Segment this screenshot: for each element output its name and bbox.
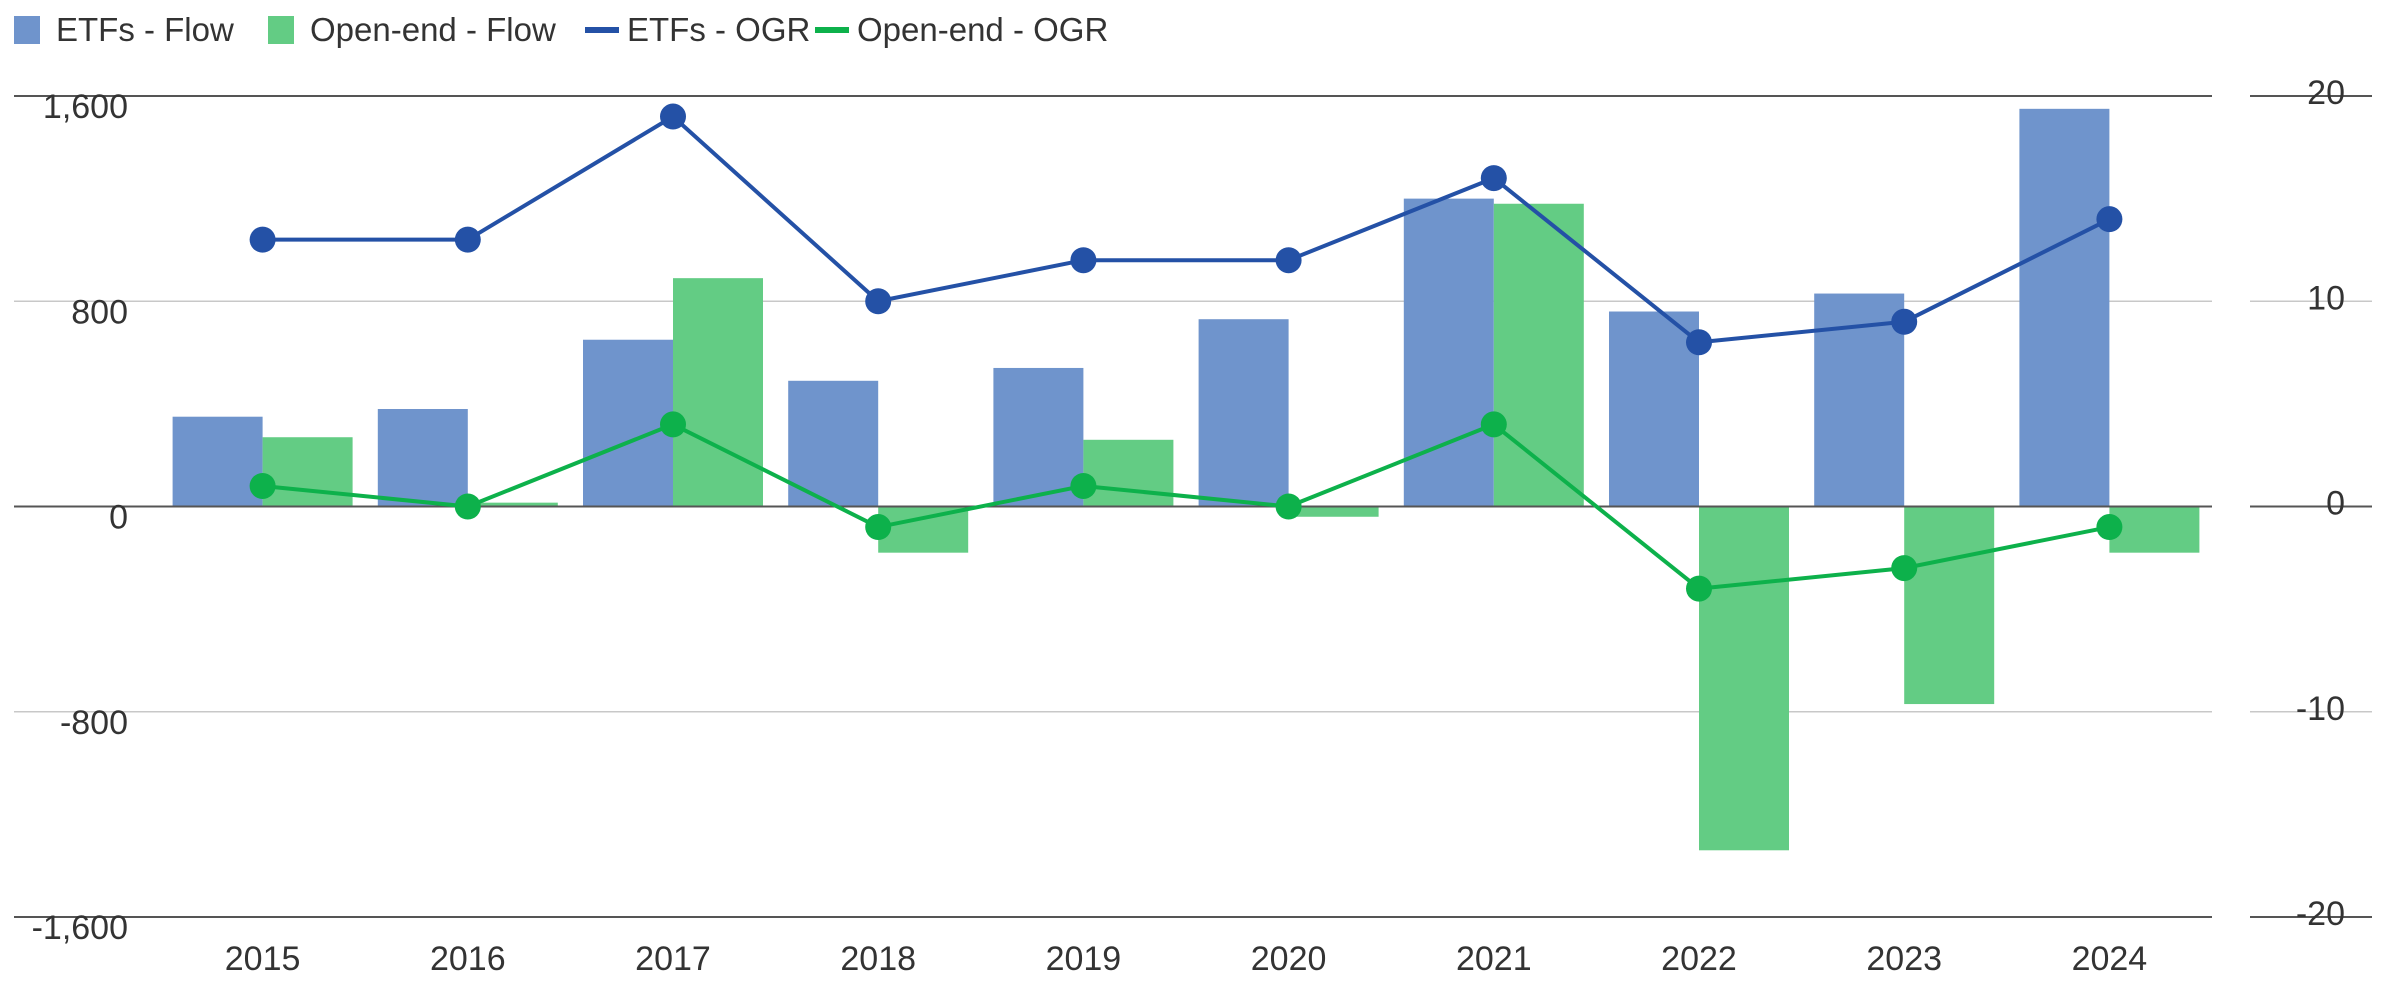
right-tick-label: 10 xyxy=(2307,279,2345,317)
bar-open-end-flow-2017 xyxy=(673,278,763,507)
right-tick-label: 20 xyxy=(2307,74,2345,112)
point-open-end-ogr-2022 xyxy=(1686,575,1712,602)
lines xyxy=(249,103,2123,602)
left-tick-label: -1,600 xyxy=(32,909,128,947)
left-tick-label: -800 xyxy=(60,704,128,742)
x-tick-label-2020: 2020 xyxy=(1251,940,1327,978)
legend-item-etfs-ogr: ETFs - OGR xyxy=(585,11,810,48)
bar-open-end-flow-2024 xyxy=(2109,506,2200,553)
point-open-end-ogr-2018 xyxy=(865,514,892,541)
x-tick-label-2023: 2023 xyxy=(1866,940,1942,978)
point-etfs-ogr-2017 xyxy=(660,103,686,130)
point-open-end-ogr-2016 xyxy=(454,493,481,520)
left-tick-label: 0 xyxy=(109,499,128,537)
legend-swatch-etfs-flow xyxy=(14,16,40,44)
point-etfs-ogr-2021 xyxy=(1480,165,1507,192)
bar-etfs-flow-2016 xyxy=(377,409,468,507)
bar-etfs-flow-2024 xyxy=(2019,108,2110,507)
point-open-end-ogr-2019 xyxy=(1070,472,1097,499)
bar-open-end-flow-2018 xyxy=(878,506,969,553)
right-tick-label: -20 xyxy=(2296,895,2345,933)
point-etfs-ogr-2018 xyxy=(865,288,892,315)
x-tick-label-2015: 2015 xyxy=(225,940,301,978)
bar-open-end-flow-2016 xyxy=(467,502,558,507)
bar-open-end-flow-2022 xyxy=(1699,506,1789,851)
bar-etfs-flow-2019 xyxy=(993,367,1084,507)
bar-etfs-flow-2018 xyxy=(788,380,879,507)
legend-item-etfs-flow: ETFs - Flow xyxy=(14,11,234,48)
legend-label-etfs-ogr: ETFs - OGR xyxy=(627,11,810,48)
x-tick-label-2019: 2019 xyxy=(1046,940,1122,978)
x-tick-label-2024: 2024 xyxy=(2072,940,2148,978)
legend-item-open-end-flow: Open-end - Flow xyxy=(268,11,556,48)
point-etfs-ogr-2024 xyxy=(2096,206,2123,233)
legend-item-open-end-ogr: Open-end - OGR xyxy=(815,11,1108,48)
bar-etfs-flow-2015 xyxy=(172,416,263,507)
legend-swatch-open-end-flow xyxy=(268,16,294,44)
legend-label-etfs-flow: ETFs - Flow xyxy=(56,11,234,48)
line-etfs-ogr xyxy=(262,114,2111,345)
legend-label-open-end-ogr: Open-end - OGR xyxy=(857,11,1108,48)
bar-etfs-flow-2021 xyxy=(1403,198,1494,507)
point-open-end-ogr-2017 xyxy=(660,411,686,438)
right-tick-label: -10 xyxy=(2296,690,2345,728)
bar-open-end-flow-2019 xyxy=(1083,439,1174,507)
left-tick-label: 1,600 xyxy=(43,88,128,126)
bars xyxy=(160,108,2212,851)
left-tick-label: 800 xyxy=(71,293,128,331)
right-axis-ticks: 20 10 0 -10 -20 xyxy=(2296,74,2345,933)
bar-etfs-flow-2020 xyxy=(1198,319,1289,507)
point-open-end-ogr-2020 xyxy=(1275,493,1302,520)
point-etfs-ogr-2015 xyxy=(249,226,276,253)
left-axis-ticks: 1,600 800 0 -800 -1,600 xyxy=(32,88,128,947)
legend-label-open-end-flow: Open-end - Flow xyxy=(310,11,556,48)
bar-etfs-flow-2017 xyxy=(583,339,673,507)
bar-etfs-flow-2022 xyxy=(1609,311,1699,507)
right-tick-label: 0 xyxy=(2326,485,2345,523)
bar-open-end-flow-2015 xyxy=(262,437,353,507)
x-tick-label-2017: 2017 xyxy=(635,940,711,978)
point-etfs-ogr-2022 xyxy=(1686,329,1712,356)
bar-open-end-flow-2021 xyxy=(1493,203,1584,507)
point-etfs-ogr-2023 xyxy=(1891,308,1918,335)
x-tick-label-2022: 2022 xyxy=(1661,940,1737,978)
point-etfs-ogr-2019 xyxy=(1070,247,1097,274)
point-open-end-ogr-2023 xyxy=(1891,555,1918,582)
x-tick-label-2016: 2016 xyxy=(430,940,506,978)
line-open-end-ogr xyxy=(262,422,2110,591)
point-etfs-ogr-2016 xyxy=(454,226,481,253)
x-axis-ticks: 2015 2016 2017 2018 2019 2020 2021 2022 2023 2024 xyxy=(225,940,2147,978)
legend: ETFs - Flow Open-end - Flow ETFs - OGR Open… xyxy=(14,11,1108,48)
x-tick-label-2018: 2018 xyxy=(840,940,916,978)
point-open-end-ogr-2021 xyxy=(1480,411,1507,438)
x-tick-label-2021: 2021 xyxy=(1456,940,1532,978)
point-etfs-ogr-2020 xyxy=(1275,247,1302,274)
point-open-end-ogr-2015 xyxy=(249,472,276,499)
bar-open-end-flow-2023 xyxy=(1904,506,1995,705)
point-open-end-ogr-2024 xyxy=(2096,514,2123,541)
bar-open-end-flow-2020 xyxy=(1288,506,1379,517)
